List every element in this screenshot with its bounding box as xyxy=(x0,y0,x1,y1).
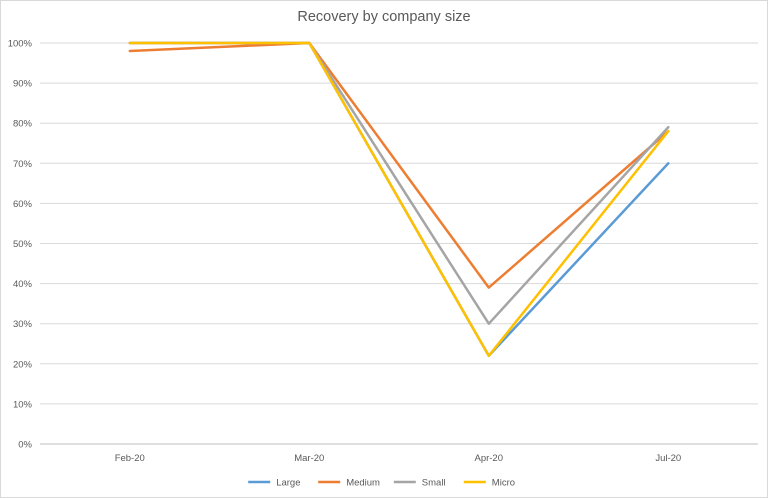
legend-label-small: Small xyxy=(422,478,446,489)
chart-title: Recovery by company size xyxy=(297,9,471,25)
y-tick-label: 20% xyxy=(13,359,33,370)
y-tick-label: 90% xyxy=(13,79,33,90)
y-tick-label: 70% xyxy=(13,159,33,170)
y-tick-label: 30% xyxy=(13,319,33,330)
x-tick-label: Jul-20 xyxy=(655,453,681,464)
y-tick-label: 50% xyxy=(13,239,33,250)
legend-label-medium: Medium xyxy=(346,478,380,489)
series-line-medium xyxy=(128,41,670,289)
x-tick-label: Feb-20 xyxy=(115,453,145,464)
legend-label-micro: Micro xyxy=(492,478,515,489)
x-tick-label: Apr-20 xyxy=(474,453,503,464)
x-tick-label: Mar-20 xyxy=(294,453,324,464)
y-tick-label: 80% xyxy=(13,119,33,130)
y-tick-label: 0% xyxy=(18,440,32,451)
y-tick-label: 10% xyxy=(13,399,33,410)
series-line-small xyxy=(128,41,670,325)
legend-label-large: Large xyxy=(276,478,300,489)
y-tick-label: 60% xyxy=(13,199,33,210)
series-line-micro xyxy=(128,41,670,358)
y-tick-label: 100% xyxy=(8,39,33,50)
y-tick-label: 40% xyxy=(13,279,33,290)
